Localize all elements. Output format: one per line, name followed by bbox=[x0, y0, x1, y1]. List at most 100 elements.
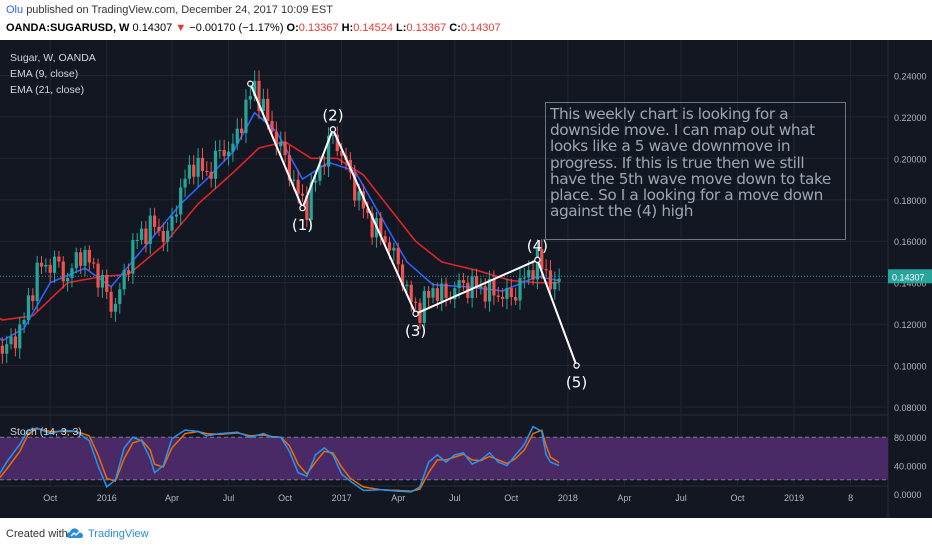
candle-body bbox=[387, 242, 392, 251]
candle-body bbox=[353, 172, 357, 201]
close-label: C: bbox=[449, 22, 461, 34]
ema-21-path bbox=[0, 140, 560, 321]
candle-body bbox=[292, 179, 296, 181]
candle-body bbox=[335, 134, 339, 152]
candle-body bbox=[196, 157, 200, 177]
y-tick-label: 0.18000 bbox=[894, 196, 927, 206]
candle-body bbox=[427, 291, 431, 298]
cloud-logo-icon bbox=[66, 528, 83, 538]
x-tick-label: Jul bbox=[223, 493, 235, 503]
candle-body bbox=[135, 239, 139, 241]
publish-line: Olu published on TradingView.com, Decemb… bbox=[6, 4, 333, 16]
x-tick-label: Jul bbox=[675, 493, 687, 503]
x-tick-label: 2018 bbox=[558, 493, 578, 503]
wave-pivot bbox=[329, 126, 337, 133]
candle-body bbox=[440, 283, 444, 301]
close-value: 0.14307 bbox=[460, 22, 501, 34]
candle-body bbox=[483, 286, 487, 302]
candle-body bbox=[553, 281, 557, 290]
candle-body bbox=[453, 288, 457, 300]
candle-body bbox=[261, 98, 265, 112]
axes: 0.08000 0.10000 0.12000 0.14000 0.16000 0.180… bbox=[43, 71, 932, 503]
x-tick-label: 8 bbox=[848, 493, 853, 503]
candle-body bbox=[39, 262, 44, 267]
x-tick-label: 2016 bbox=[97, 493, 117, 503]
x-tick-label: Oct bbox=[278, 493, 293, 503]
y-tick-label: 0.24000 bbox=[894, 71, 927, 81]
candle-body bbox=[52, 256, 57, 273]
candle-body bbox=[209, 171, 213, 179]
candle-body bbox=[279, 141, 283, 147]
wave-polyline bbox=[249, 83, 578, 366]
candle-body bbox=[109, 291, 113, 312]
candle-body bbox=[87, 249, 91, 263]
candle-body bbox=[514, 297, 518, 301]
candle-body bbox=[270, 120, 274, 132]
candle-body bbox=[153, 215, 157, 227]
candle-body bbox=[192, 164, 196, 177]
analysis-note[interactable]: This weekly chart is looking for a downs… bbox=[545, 102, 846, 240]
wave-label: (5) bbox=[566, 374, 587, 392]
candle-body bbox=[396, 247, 400, 265]
candle-body bbox=[222, 149, 226, 156]
candle-body bbox=[357, 191, 361, 201]
candle-body bbox=[218, 149, 222, 151]
price-chart[interactable]: (1) (2) (3) (4) (5) 0.08000 0.10000 0.12000 0.1… bbox=[0, 40, 932, 518]
stoch-band-lines bbox=[0, 436, 888, 481]
open-value: 0.13367 bbox=[298, 22, 339, 34]
stoch-tick-label: 40.0000 bbox=[894, 462, 927, 472]
stoch-tick-label: 0.0000 bbox=[894, 490, 922, 500]
candle-body bbox=[544, 269, 548, 271]
candle-body bbox=[431, 288, 435, 298]
candle-body bbox=[422, 291, 426, 323]
low-value: 0.13367 bbox=[406, 22, 447, 34]
publish-info: published on TradingView.com, December 2… bbox=[26, 4, 333, 16]
quote-line: OANDA:SUGARUSD, W 0.14307 ▼ −0.00170 (−1… bbox=[6, 22, 501, 34]
candle-body bbox=[122, 270, 126, 290]
candle-body bbox=[266, 98, 270, 121]
candle-body bbox=[22, 319, 26, 325]
change-arrow-icon: ▼ bbox=[175, 22, 187, 34]
candle-body bbox=[244, 99, 248, 133]
wave-pivot bbox=[534, 256, 541, 264]
candle-body bbox=[187, 164, 191, 179]
candle-body bbox=[131, 240, 135, 274]
wave-label: (4) bbox=[527, 237, 548, 255]
candle-body bbox=[496, 295, 500, 297]
candle-body bbox=[305, 195, 309, 220]
wave-pivot bbox=[412, 310, 419, 317]
candle-body bbox=[296, 179, 300, 194]
candle-body bbox=[414, 301, 418, 303]
candle-body bbox=[26, 295, 31, 320]
candle-body bbox=[501, 296, 505, 299]
candle-body bbox=[144, 228, 148, 244]
y-tick-label: 0.14000 bbox=[894, 279, 927, 289]
x-tick-label: Apr bbox=[617, 493, 631, 503]
x-tick-label: Oct bbox=[504, 493, 519, 503]
candle-body bbox=[126, 270, 131, 274]
y-tick-label: 0.10000 bbox=[894, 362, 927, 372]
ema-21-line bbox=[0, 140, 560, 321]
x-tick-label: Jul bbox=[449, 493, 461, 503]
candle-body bbox=[366, 208, 370, 213]
candle-body bbox=[35, 262, 39, 302]
candle-body bbox=[70, 268, 74, 278]
candle-body bbox=[240, 128, 244, 133]
candle-body bbox=[105, 274, 109, 292]
candle-body bbox=[361, 191, 365, 209]
stoch-tick-label: 80.0000 bbox=[894, 433, 927, 443]
candle-body bbox=[492, 278, 496, 296]
candle-body bbox=[213, 150, 218, 179]
author-link[interactable]: Olu bbox=[6, 4, 24, 16]
candle-body bbox=[113, 303, 118, 312]
candle-body bbox=[535, 249, 539, 280]
y-tick-label: 0.16000 bbox=[894, 237, 927, 247]
tradingview-brand[interactable]: TradingView bbox=[88, 528, 149, 540]
candle-body bbox=[540, 249, 544, 270]
candle-body bbox=[444, 283, 448, 298]
candle-body bbox=[405, 284, 409, 287]
candle-body bbox=[139, 228, 144, 240]
candle-body bbox=[287, 155, 292, 181]
elliott-wave-drawing[interactable]: (1) (2) (3) (4) (5) bbox=[247, 80, 587, 392]
